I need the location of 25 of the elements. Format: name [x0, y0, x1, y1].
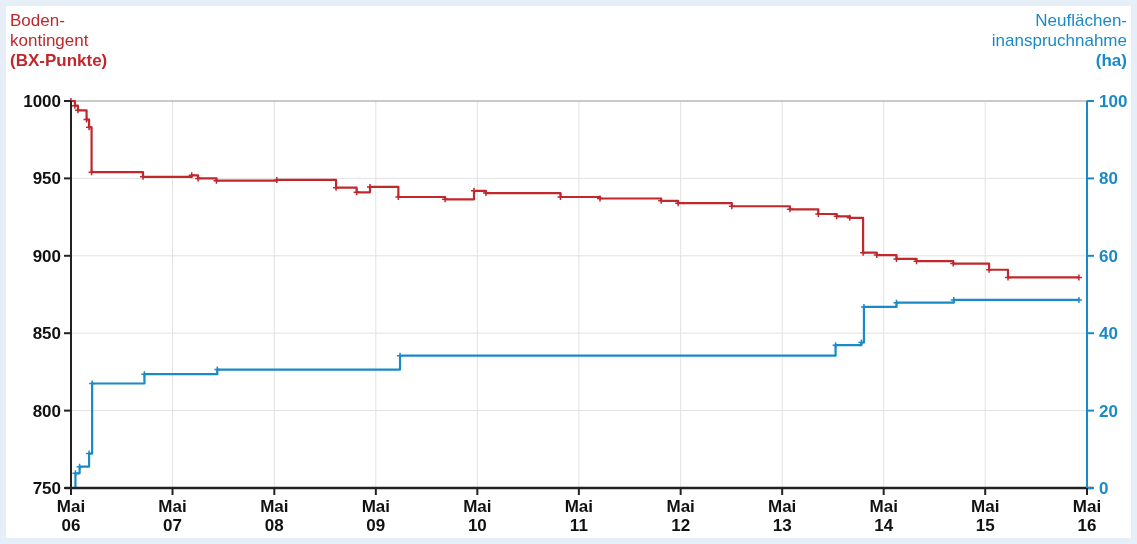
x-tick-label: Mai 14 — [869, 497, 898, 535]
y-tick-label: 900 — [32, 246, 61, 266]
y2-tick-label: 100 — [1099, 91, 1128, 111]
x-tick-label: Mai 09 — [361, 497, 390, 535]
y-tick-label: 850 — [32, 324, 61, 344]
x-tick-label: Mai 08 — [260, 497, 289, 535]
x-tick-label: Mai 12 — [666, 497, 695, 535]
y-axis-title: Boden- kontingent (BX-Punkte) — [10, 11, 108, 70]
y-tick-label: 950 — [32, 169, 61, 189]
y-tick-label: 1000 — [23, 91, 61, 111]
y2-tick-label: 60 — [1099, 246, 1118, 266]
y2-axis-title: Neuflächen- inanspruchnahme (ha) — [991, 11, 1127, 70]
x-tick-label: Mai 07 — [158, 497, 187, 535]
x-tick-label: Mai 06 — [56, 497, 86, 535]
x-tick-label: Mai 11 — [564, 497, 594, 535]
y-tick-label: 750 — [32, 478, 61, 498]
y-tick-label: 800 — [32, 401, 61, 421]
x-tick-label: Mai 16 — [1072, 497, 1102, 535]
y2-tick-label: 20 — [1099, 401, 1118, 421]
x-tick-label: Mai 15 — [971, 497, 1000, 535]
x-tick-label: Mai 13 — [768, 497, 797, 535]
y2-tick-label: 0 — [1099, 478, 1109, 498]
x-tick-label: Mai 10 — [463, 497, 492, 535]
y2-tick-label: 40 — [1099, 324, 1118, 344]
y2-tick-label: 80 — [1099, 169, 1118, 189]
